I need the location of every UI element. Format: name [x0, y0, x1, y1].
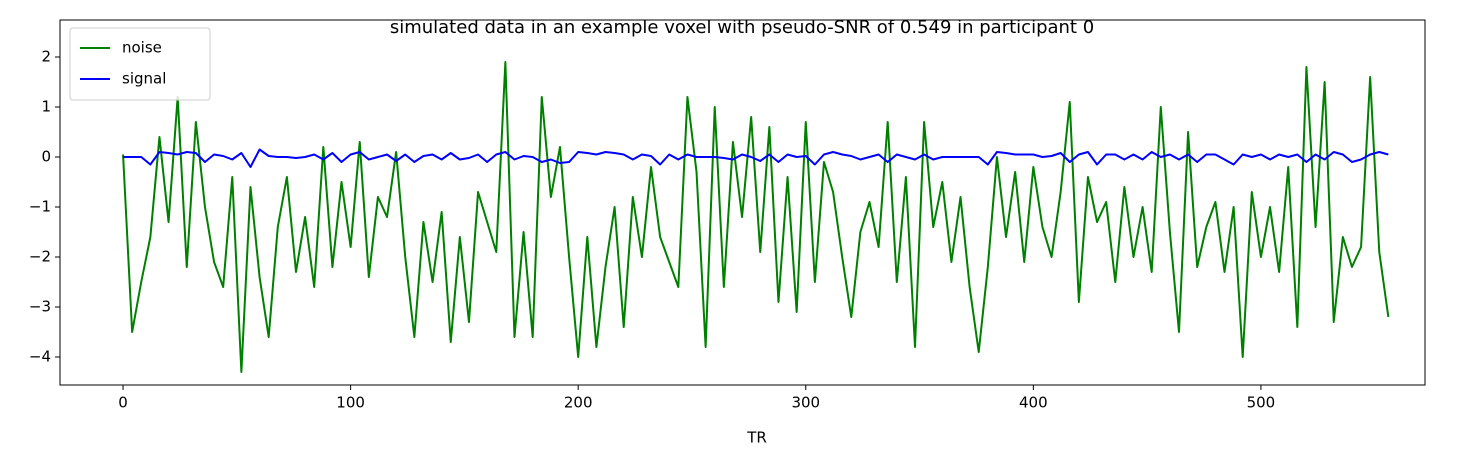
x-tick-label: 300 [791, 394, 820, 412]
line-series [123, 148, 1389, 168]
legend-box [69, 27, 211, 101]
x-tick-label: 100 [336, 394, 365, 412]
y-tick-label: −2 [29, 248, 51, 266]
x-tick-label: 200 [564, 394, 593, 412]
line-series [122, 61, 1390, 373]
x-tick-label: 500 [1247, 394, 1276, 412]
y-tick-label: −1 [29, 198, 51, 216]
y-tick-label: 2 [41, 48, 51, 66]
y-tick-label: 0 [41, 148, 51, 166]
x-tick-label: 0 [118, 394, 128, 412]
y-tick-label: −4 [29, 348, 51, 366]
chart-title: simulated data in an example voxel with … [390, 17, 1094, 38]
x-axis-label: TR [746, 429, 767, 447]
legend-label: noise [122, 39, 162, 57]
y-tick-label: 1 [41, 98, 51, 116]
plot-frame [59, 19, 1426, 386]
legend-label: signal [122, 70, 166, 88]
y-tick-label: −3 [29, 298, 51, 316]
x-tick-label: 400 [1019, 394, 1048, 412]
